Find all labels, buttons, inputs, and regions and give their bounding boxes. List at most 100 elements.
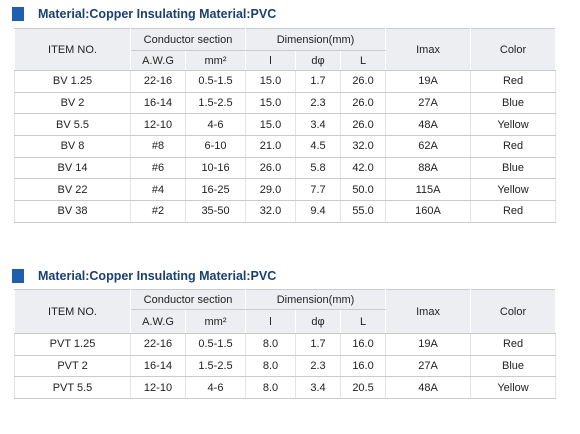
data-cell: 21.0: [245, 135, 297, 158]
header-cell: Color: [470, 289, 557, 334]
data-cell: 1.5-2.5: [184, 91, 247, 115]
data-cell: 5.8: [295, 156, 342, 180]
header-cell: Dimension(mm): [245, 28, 387, 51]
data-row: BV 1.25 22-16 0.5-1.5 15.0 1.7 26.0 19A Red: [14, 70, 557, 93]
data-cell: 1.5-2.5: [184, 354, 247, 378]
data-cell: 20.5: [340, 376, 387, 400]
header-cell: Imax: [385, 289, 472, 334]
data-cell: 19A: [385, 333, 472, 356]
data-cell: 115A: [385, 178, 472, 202]
title-icon: [12, 269, 24, 283]
data-cell: PVT 5.5: [14, 376, 131, 400]
data-cell: 55.0: [340, 200, 387, 223]
data-cell: 2.3: [295, 91, 342, 115]
data-row: PVT 2 16-14 1.5-2.5 8.0 2.3 16.0 27A Blue: [14, 354, 557, 378]
header-cell: Dimension(mm): [245, 289, 387, 310]
data-cell: 12-10: [130, 376, 186, 400]
data-cell: 16.0: [340, 333, 387, 356]
data-row: PVT 1.25 22-16 0.5-1.5 8.0 1.7 16.0 19A Red: [14, 333, 557, 356]
header-cell: Imax: [385, 28, 472, 71]
data-cell: 26.0: [340, 70, 387, 93]
data-cell: 4-6: [184, 376, 247, 400]
header-cell: l: [245, 50, 297, 71]
data-cell: 4.5: [295, 135, 342, 158]
section-title: Material:Copper Insulating Material:PVC: [12, 6, 276, 22]
data-cell: #4: [130, 178, 186, 202]
data-cell: 0.5-1.5: [184, 333, 247, 356]
data-cell: 12-10: [130, 113, 186, 137]
data-cell: 48A: [385, 113, 472, 137]
header-cell: ITEM NO.: [14, 28, 131, 71]
data-cell: 7.7: [295, 178, 342, 202]
data-cell: 15.0: [245, 91, 297, 115]
data-row: BV 22 #4 16-25 29.0 7.7 50.0 115A Yellow: [14, 178, 557, 202]
data-cell: 3.4: [295, 113, 342, 137]
data-cell: Red: [470, 333, 557, 356]
data-cell: 9.4: [295, 200, 342, 223]
data-cell: #8: [130, 135, 186, 158]
data-cell: Yellow: [470, 113, 557, 137]
data-cell: Red: [470, 70, 557, 93]
header-cell: A.W.G: [130, 50, 186, 71]
data-cell: BV 38: [14, 200, 131, 223]
data-cell: 35-50: [184, 200, 247, 223]
data-cell: 19A: [385, 70, 472, 93]
header-cell: mm²: [184, 309, 247, 334]
data-cell: Blue: [470, 91, 557, 115]
data-cell: #6: [130, 156, 186, 180]
data-cell: 42.0: [340, 156, 387, 180]
data-cell: 27A: [385, 354, 472, 378]
header-row: A.W.G mm² l dφ L: [15, 50, 556, 71]
data-cell: 6-10: [184, 135, 247, 158]
data-cell: 0.5-1.5: [184, 70, 247, 93]
data-row: BV 8 #8 6-10 21.0 4.5 32.0 62A Red: [14, 135, 557, 158]
data-cell: Red: [470, 135, 557, 158]
data-cell: PVT 2: [14, 354, 131, 378]
title-text: Material:Copper Insulating Material:PVC: [38, 7, 277, 21]
header-cell: mm²: [184, 50, 247, 71]
header-row: ITEM NO. Conductor section Dimension(mm) Im…: [14, 289, 557, 334]
data-cell: 22-16: [130, 333, 186, 356]
data-cell: Blue: [470, 156, 557, 180]
data-cell: 88A: [385, 156, 472, 180]
spec-table: ITEM NO. Conductor section Dimension(mm) Im…: [14, 28, 557, 223]
data-cell: 8.0: [245, 376, 297, 400]
title-text: Material:Copper Insulating Material:PVC: [38, 269, 277, 283]
header-cell: ITEM NO.: [14, 289, 131, 334]
data-cell: 27A: [385, 91, 472, 115]
data-cell: 26.0: [340, 91, 387, 115]
header-cell: dφ: [295, 50, 342, 71]
data-cell: 8.0: [245, 333, 297, 356]
data-cell: 10-16: [184, 156, 247, 180]
data-cell: 2.3: [295, 354, 342, 378]
data-cell: 26.0: [245, 156, 297, 180]
data-cell: 32.0: [245, 200, 297, 223]
data-cell: 29.0: [245, 178, 297, 202]
data-cell: 32.0: [340, 135, 387, 158]
header-cell: l: [245, 309, 297, 334]
data-cell: 4-6: [184, 113, 247, 137]
data-row: BV 38 #2 35-50 32.0 9.4 55.0 160A Red: [14, 200, 557, 223]
header-row: A.W.G mm² l dφ L: [15, 309, 556, 334]
data-cell: 16.0: [340, 354, 387, 378]
data-row: BV 2 16-14 1.5-2.5 15.0 2.3 26.0 27A Blue: [14, 91, 557, 115]
header-cell: Color: [470, 28, 557, 71]
header-cell: L: [340, 50, 387, 71]
header-cell: dφ: [295, 309, 342, 334]
data-cell: 16-14: [130, 354, 186, 378]
data-cell: BV 22: [14, 178, 131, 202]
data-cell: Yellow: [470, 376, 557, 400]
data-cell: 1.7: [295, 70, 342, 93]
data-cell: 3.4: [295, 376, 342, 400]
title-icon: [12, 7, 24, 21]
data-cell: 16-14: [130, 91, 186, 115]
data-cell: BV 5.5: [14, 113, 131, 137]
data-cell: Blue: [470, 354, 557, 378]
data-cell: BV 8: [14, 135, 131, 158]
data-cell: #2: [130, 200, 186, 223]
data-cell: 48A: [385, 376, 472, 400]
data-cell: 8.0: [245, 354, 297, 378]
spec-table: ITEM NO. Conductor section Dimension(mm) Im…: [14, 289, 557, 400]
data-cell: PVT 1.25: [14, 333, 131, 356]
